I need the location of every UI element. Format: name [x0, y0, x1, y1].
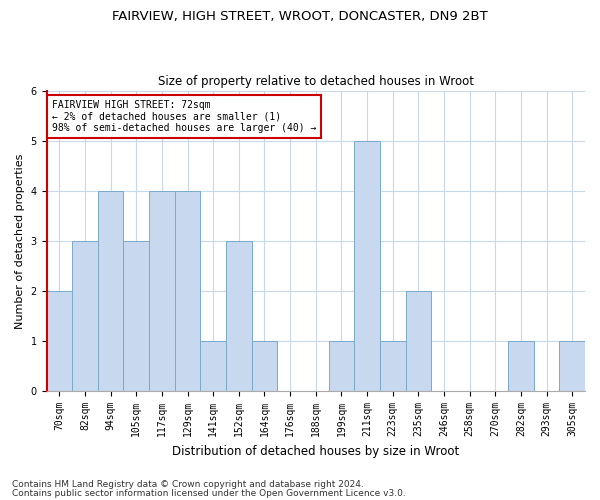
- Bar: [406, 291, 431, 391]
- Text: Contains public sector information licensed under the Open Government Licence v3: Contains public sector information licen…: [12, 489, 406, 498]
- Bar: [47, 291, 72, 391]
- Bar: [175, 191, 200, 391]
- Bar: [251, 341, 277, 391]
- Text: FAIRVIEW HIGH STREET: 72sqm
← 2% of detached houses are smaller (1)
98% of semi-: FAIRVIEW HIGH STREET: 72sqm ← 2% of deta…: [52, 100, 316, 134]
- Text: FAIRVIEW, HIGH STREET, WROOT, DONCASTER, DN9 2BT: FAIRVIEW, HIGH STREET, WROOT, DONCASTER,…: [112, 10, 488, 23]
- Text: Contains HM Land Registry data © Crown copyright and database right 2024.: Contains HM Land Registry data © Crown c…: [12, 480, 364, 489]
- Bar: [380, 341, 406, 391]
- X-axis label: Distribution of detached houses by size in Wroot: Distribution of detached houses by size …: [172, 444, 460, 458]
- Bar: [149, 191, 175, 391]
- Bar: [559, 341, 585, 391]
- Bar: [329, 341, 354, 391]
- Bar: [98, 191, 124, 391]
- Title: Size of property relative to detached houses in Wroot: Size of property relative to detached ho…: [158, 76, 474, 88]
- Bar: [354, 141, 380, 391]
- Bar: [72, 241, 98, 391]
- Y-axis label: Number of detached properties: Number of detached properties: [15, 154, 25, 329]
- Bar: [200, 341, 226, 391]
- Bar: [508, 341, 534, 391]
- Bar: [226, 241, 251, 391]
- Bar: [124, 241, 149, 391]
